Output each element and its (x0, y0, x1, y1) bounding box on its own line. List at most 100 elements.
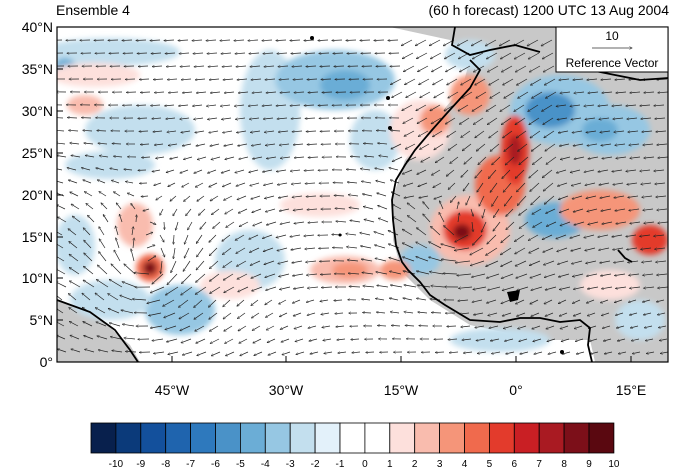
wind-vector (210, 338, 220, 344)
wind-vector (112, 144, 122, 145)
wind-vector (324, 351, 333, 354)
wind-vector (616, 325, 625, 328)
wind-vector (225, 351, 235, 356)
colorbar-label: 3 (436, 459, 443, 470)
wind-vector (545, 312, 554, 316)
wind-vector (602, 325, 611, 328)
wind-vector (318, 105, 329, 106)
wind-vector (642, 261, 653, 262)
wind-vector (616, 156, 627, 158)
wind-vector (515, 117, 526, 125)
wind-vector (586, 260, 597, 263)
wind-vector (98, 350, 109, 353)
wind-vector (557, 117, 568, 120)
wind-vector (334, 300, 343, 301)
wind-vector (183, 156, 193, 159)
reference-label: Reference Vector (566, 56, 659, 70)
wind-vector (491, 351, 501, 354)
wind-vector (333, 53, 344, 54)
wind-vector (448, 91, 459, 98)
wind-vector (111, 264, 122, 275)
wind-vector (196, 273, 206, 282)
wind-vector (585, 117, 596, 119)
wind-vector (122, 324, 135, 327)
wind-vector (433, 182, 442, 188)
wind-vector (236, 260, 247, 266)
wind-vector (376, 272, 388, 275)
wind-vector (617, 338, 626, 341)
wind-vector (532, 325, 541, 329)
wind-vector (542, 52, 554, 59)
wind-vector (475, 325, 485, 328)
plot-title-right: (60 h forecast) 1200 UTC 13 Aug 2004 (428, 2, 669, 18)
wind-vector (602, 92, 613, 93)
colorbar-label: 4 (461, 459, 468, 470)
wind-vector (506, 351, 515, 354)
wind-vector (505, 156, 515, 165)
wind-vector (249, 53, 260, 54)
wind-vector (629, 287, 641, 288)
wind-vector (417, 169, 427, 174)
wind-vector (136, 40, 147, 41)
wind-vector (575, 338, 584, 341)
colorbar-box (264, 422, 291, 454)
wind-vector (167, 131, 177, 132)
wind-vector (223, 130, 233, 133)
colorbar-box (538, 422, 565, 454)
wind-vector (279, 79, 290, 80)
wind-vector (461, 78, 472, 85)
wind-vector (276, 234, 287, 238)
wind-vector (346, 234, 357, 235)
wind-vector (458, 300, 469, 301)
wind-vector (376, 181, 386, 184)
wind-vector (503, 182, 512, 192)
wind-vector (587, 143, 598, 146)
wind-vector (69, 130, 79, 131)
wind-vector (249, 247, 260, 252)
wind-vector (294, 325, 303, 329)
wind-vector (531, 143, 542, 151)
wind-vector (644, 222, 655, 223)
wind-vector (308, 222, 319, 223)
wind-vector (294, 221, 305, 224)
wind-vector (99, 192, 107, 197)
wind-vector (657, 79, 668, 80)
wind-vector (630, 221, 641, 224)
wind-vector (477, 182, 484, 192)
wind-vector (237, 273, 248, 279)
wind-vector (541, 39, 553, 46)
wind-vector (251, 312, 260, 318)
wind-vector (416, 257, 429, 262)
wind-vector (263, 182, 274, 185)
wind-vector (584, 105, 595, 106)
wind-vector (197, 351, 207, 356)
wind-vector (251, 299, 259, 306)
wind-vector (557, 260, 569, 264)
wind-vector (252, 208, 262, 213)
wind-vector (180, 118, 190, 119)
wind-vector (108, 294, 119, 301)
wind-vector (600, 195, 611, 198)
wind-vector (294, 92, 305, 93)
wind-vector (463, 182, 470, 191)
wind-vector (562, 351, 571, 354)
wind-vector (209, 79, 220, 80)
wind-vector (402, 104, 413, 111)
wind-vector (236, 182, 246, 186)
colorbar-box (215, 422, 241, 454)
wind-vector (604, 351, 613, 354)
wind-vector (429, 257, 443, 262)
wind-vector (559, 312, 568, 316)
wind-vector (431, 226, 441, 236)
wind-vector (238, 143, 248, 146)
wind-vector (402, 243, 414, 249)
wind-vector (470, 247, 484, 255)
wind-vector (277, 118, 288, 119)
wind-vector (487, 117, 498, 125)
wind-vector (221, 169, 231, 173)
wind-vector (116, 238, 120, 249)
wind-vector (502, 312, 512, 316)
wind-vector (224, 92, 235, 93)
wind-vector (136, 215, 137, 223)
wind-vector (69, 241, 78, 249)
